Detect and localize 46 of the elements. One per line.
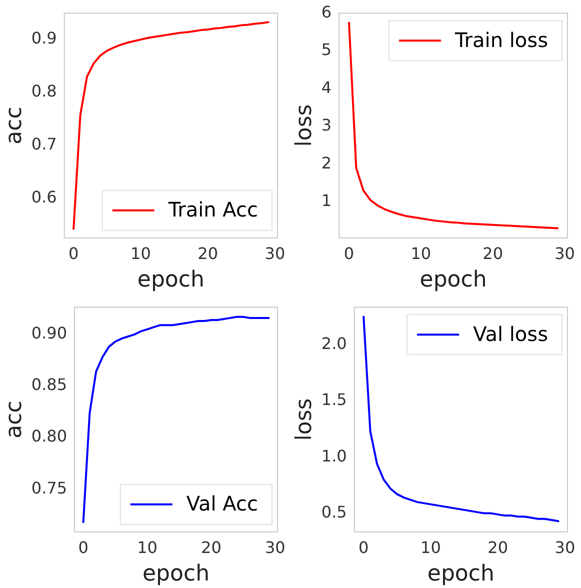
y-tick-label: 0.6 (31, 187, 57, 206)
y-tick-label: 0.90 (31, 324, 68, 343)
x-axis-title: epoch (137, 268, 204, 293)
x-tick-label: 20 (482, 244, 504, 264)
y-tick-label: 0.75 (31, 478, 68, 498)
y-axis-title: loss (292, 104, 317, 147)
y-tick-label: 0.85 (31, 375, 68, 394)
legend-label: Train Acc (167, 198, 258, 222)
y-tick-label: 3 (321, 116, 332, 135)
y-tick-label: 2.0 (321, 334, 347, 353)
x-tick-label: 20 (198, 244, 218, 264)
y-tick-label: 1.5 (321, 390, 347, 410)
x-tick-label: 10 (137, 538, 158, 558)
legend-label: Val Acc (186, 492, 258, 516)
x-tick-label: 30 (554, 538, 576, 558)
y-axis-title: acc (2, 400, 27, 438)
x-tick-label: 10 (420, 538, 441, 558)
legend-label: Train loss (454, 28, 548, 52)
x-tick-label: 0 (358, 538, 369, 558)
x-tick-label: 30 (264, 538, 286, 558)
x-axis-title: epoch (420, 268, 487, 293)
y-tick-label: 5 (321, 40, 332, 60)
y-tick-label: 6 (321, 2, 332, 22)
x-tick-label: 10 (410, 244, 432, 264)
x-tick-label: 20 (201, 538, 222, 558)
y-tick-label: 0.9 (31, 28, 57, 48)
legend-label: Val loss (473, 322, 548, 346)
y-tick-label: 0.8 (31, 82, 57, 101)
y-axis-title: acc (2, 106, 27, 144)
x-tick-label: 10 (130, 244, 151, 264)
x-tick-label: 0 (78, 538, 88, 558)
x-tick-label: 20 (488, 538, 508, 558)
x-axis-title: epoch (142, 562, 210, 587)
y-tick-label: 2 (321, 153, 332, 172)
x-tick-label: 30 (264, 244, 286, 264)
x-tick-label: 0 (68, 244, 79, 264)
x-tick-label: 0 (344, 244, 354, 264)
x-axis-title: epoch (427, 562, 494, 587)
y-tick-label: 0.7 (31, 134, 57, 154)
y-tick-label: 1.0 (321, 446, 347, 466)
y-tick-label: 1 (321, 190, 332, 210)
x-tick-label: 30 (554, 244, 575, 264)
y-axis-title: loss (292, 398, 317, 441)
y-tick-label: 4 (321, 78, 332, 97)
y-tick-label: 0.5 (321, 502, 347, 522)
y-tick-label: 0.80 (31, 426, 68, 446)
